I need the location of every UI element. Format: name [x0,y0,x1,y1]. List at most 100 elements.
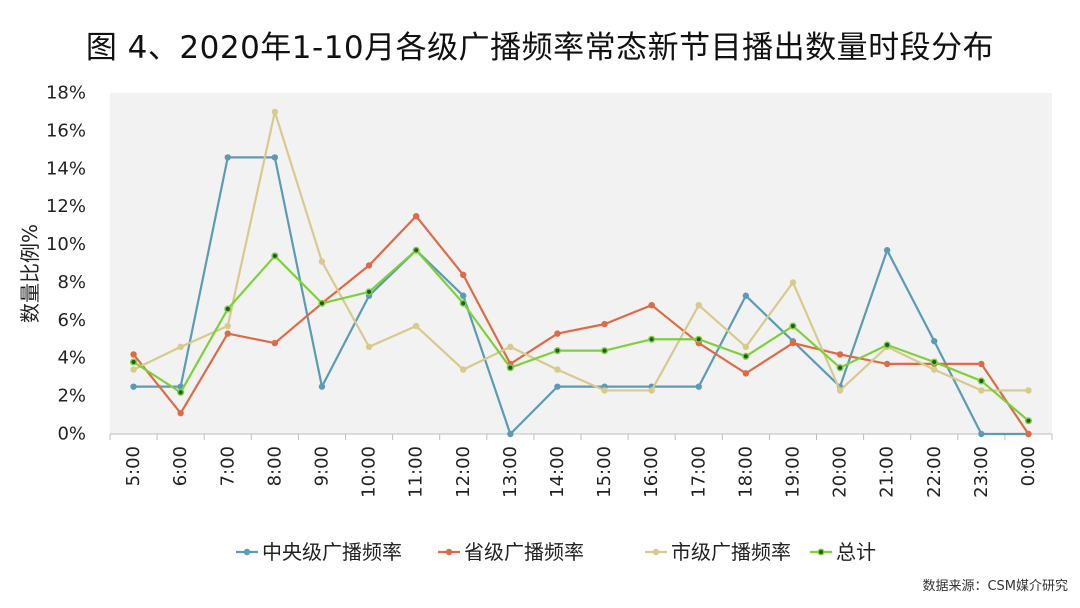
data-point [742,343,750,351]
data-point [1025,430,1032,438]
data-point [695,335,703,343]
x-tick-label: 9:00 [311,446,332,486]
x-tick-label: 8:00 [264,446,285,486]
y-tick-label: 0% [57,424,86,445]
x-tick-label: 23:00 [971,446,992,498]
data-point [836,387,844,394]
data-point [177,343,184,351]
data-point [460,271,467,279]
data-point [271,339,279,347]
data-point [271,252,279,260]
data-point [883,341,891,349]
data-point [130,366,137,373]
data-point [554,366,561,373]
x-tick-label: 15:00 [594,446,615,498]
data-point [931,337,938,345]
data-point [883,247,891,254]
data-point [789,279,797,286]
series-line-3 [132,249,1030,422]
data-point [742,352,750,360]
legend-label: 省级广播频率 [464,540,584,564]
y-tick-label: 8% [57,272,86,293]
y-tick-label: 16% [46,120,86,141]
data-point [554,330,561,337]
data-point [1025,387,1032,394]
data-point [553,347,562,355]
x-tick-label: 10:00 [359,446,380,498]
series-line-1 [132,215,1030,435]
data-point [318,258,326,265]
data-point [224,322,231,330]
data-point [789,339,797,347]
data-point [978,360,985,368]
x-tick-label: 16:00 [641,446,662,498]
x-tick-label: 11:00 [406,446,427,498]
data-point [506,364,514,372]
data-point [978,430,985,438]
x-tick-label: 21:00 [877,446,898,498]
y-axis-label: 数量比例% [18,224,42,323]
data-point [224,305,232,313]
y-tick-label: 4% [57,348,86,369]
data-point [601,387,608,394]
data-point [460,292,467,299]
data-point [130,383,137,390]
y-tick-label: 14% [46,158,86,179]
data-point [695,383,702,390]
x-tick-label: 6:00 [170,446,191,486]
data-point [224,154,231,161]
legend-label: 总计 [836,540,876,564]
x-tick-label: 22:00 [924,446,945,498]
x-tick-label: 14:00 [547,446,568,498]
data-point [365,288,373,296]
y-tick-label: 10% [46,234,86,255]
data-point [460,366,467,373]
y-tick-label: 12% [46,196,86,217]
x-tick-label: 0:00 [1018,446,1039,486]
data-point [883,360,891,368]
data-point [695,301,702,309]
legend-swatch-marker [817,548,825,556]
x-tick-label: 13:00 [500,446,521,498]
data-point [977,377,985,385]
data-point [836,364,844,372]
data-point [742,292,750,299]
legend-swatch-marker [652,548,660,556]
y-tick-label: 6% [57,310,86,331]
data-point [931,366,938,373]
series-line-2 [133,110,1029,392]
legend-label: 市级广播频率 [671,540,791,564]
data-source-note: 数据来源：CSM媒介研究 [922,579,1068,594]
data-point [648,301,655,309]
data-point [648,387,655,394]
x-tick-label: 18:00 [735,446,756,498]
x-tick-label: 5:00 [123,446,144,486]
data-point [1024,417,1032,425]
series-line-0 [133,156,1029,436]
data-point [365,343,373,351]
data-point [978,387,985,394]
data-point [412,212,420,220]
x-tick-label: 20:00 [830,446,851,498]
y-tick-label: 18% [46,83,86,104]
data-point [601,320,608,328]
data-point [507,430,514,438]
data-point [224,330,231,337]
data-point [742,370,750,377]
data-point [130,351,137,358]
data-point [130,358,138,366]
data-point [648,335,656,343]
data-point [601,347,609,355]
data-point [507,343,514,351]
data-point [365,262,373,269]
data-point [177,388,185,396]
data-point [412,322,420,330]
legend-swatch-marker [243,548,251,556]
data-point [318,383,326,390]
chart-title: 图 4、2020年1-10月各级广播频率常态新节目播出数量时段分布 [85,30,995,66]
data-point [459,299,467,307]
data-point [318,299,326,307]
x-tick-label: 17:00 [688,446,709,498]
x-tick-label: 19:00 [782,446,803,498]
data-point [836,351,844,358]
